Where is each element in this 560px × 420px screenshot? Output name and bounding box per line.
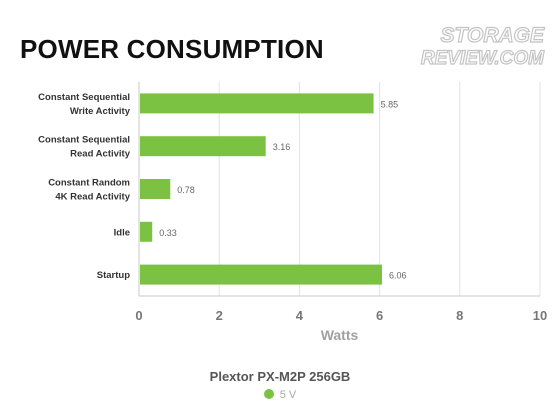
category-label: Constant Random bbox=[48, 178, 130, 189]
legend-label: 5 V bbox=[279, 389, 297, 401]
chart-title: POWER CONSUMPTION bbox=[20, 34, 324, 64]
bar-value-label: 6.06 bbox=[389, 271, 407, 281]
bar-value-label: 0.78 bbox=[177, 185, 195, 195]
bar bbox=[140, 136, 266, 157]
x-tick-label: 8 bbox=[456, 308, 463, 323]
bar bbox=[140, 93, 374, 114]
legend-item: 5 V bbox=[0, 389, 560, 401]
legend-marker bbox=[263, 389, 274, 399]
svg-text:REVIEW.COM: REVIEW.COM bbox=[421, 48, 545, 69]
bar-value-label: 3.16 bbox=[273, 142, 291, 152]
bar-value-label: 5.85 bbox=[381, 99, 399, 109]
storagereview-logo: STORAGE REVIEW.COM bbox=[420, 23, 546, 69]
x-axis-label: Watts bbox=[321, 327, 359, 343]
bar bbox=[140, 179, 171, 199]
category-label: 4K Read Activity bbox=[55, 192, 130, 203]
bar bbox=[140, 264, 383, 285]
x-tick-label: 6 bbox=[376, 308, 383, 323]
category-label: Idle bbox=[114, 227, 130, 238]
bar-value-label: 0.33 bbox=[159, 228, 177, 238]
x-tick-label: 0 bbox=[135, 308, 142, 323]
legend-title: Plextor PX-M2P 256GB bbox=[209, 369, 351, 384]
category-label: Write Activity bbox=[70, 106, 131, 117]
x-tick-label: 4 bbox=[296, 308, 304, 323]
x-tick-label: 10 bbox=[533, 308, 547, 323]
svg-text:STORAGE: STORAGE bbox=[441, 24, 545, 47]
category-label: Constant Sequential bbox=[38, 92, 130, 103]
bar-chart: 0 2 4 6 8 10 5.85 Constant Sequential Write Acti… bbox=[38, 82, 547, 343]
bar bbox=[140, 221, 153, 242]
x-tick-label: 2 bbox=[216, 308, 223, 323]
category-label: Startup bbox=[97, 270, 130, 281]
category-label: Constant Sequential bbox=[38, 135, 130, 146]
category-label: Read Activity bbox=[70, 149, 131, 160]
